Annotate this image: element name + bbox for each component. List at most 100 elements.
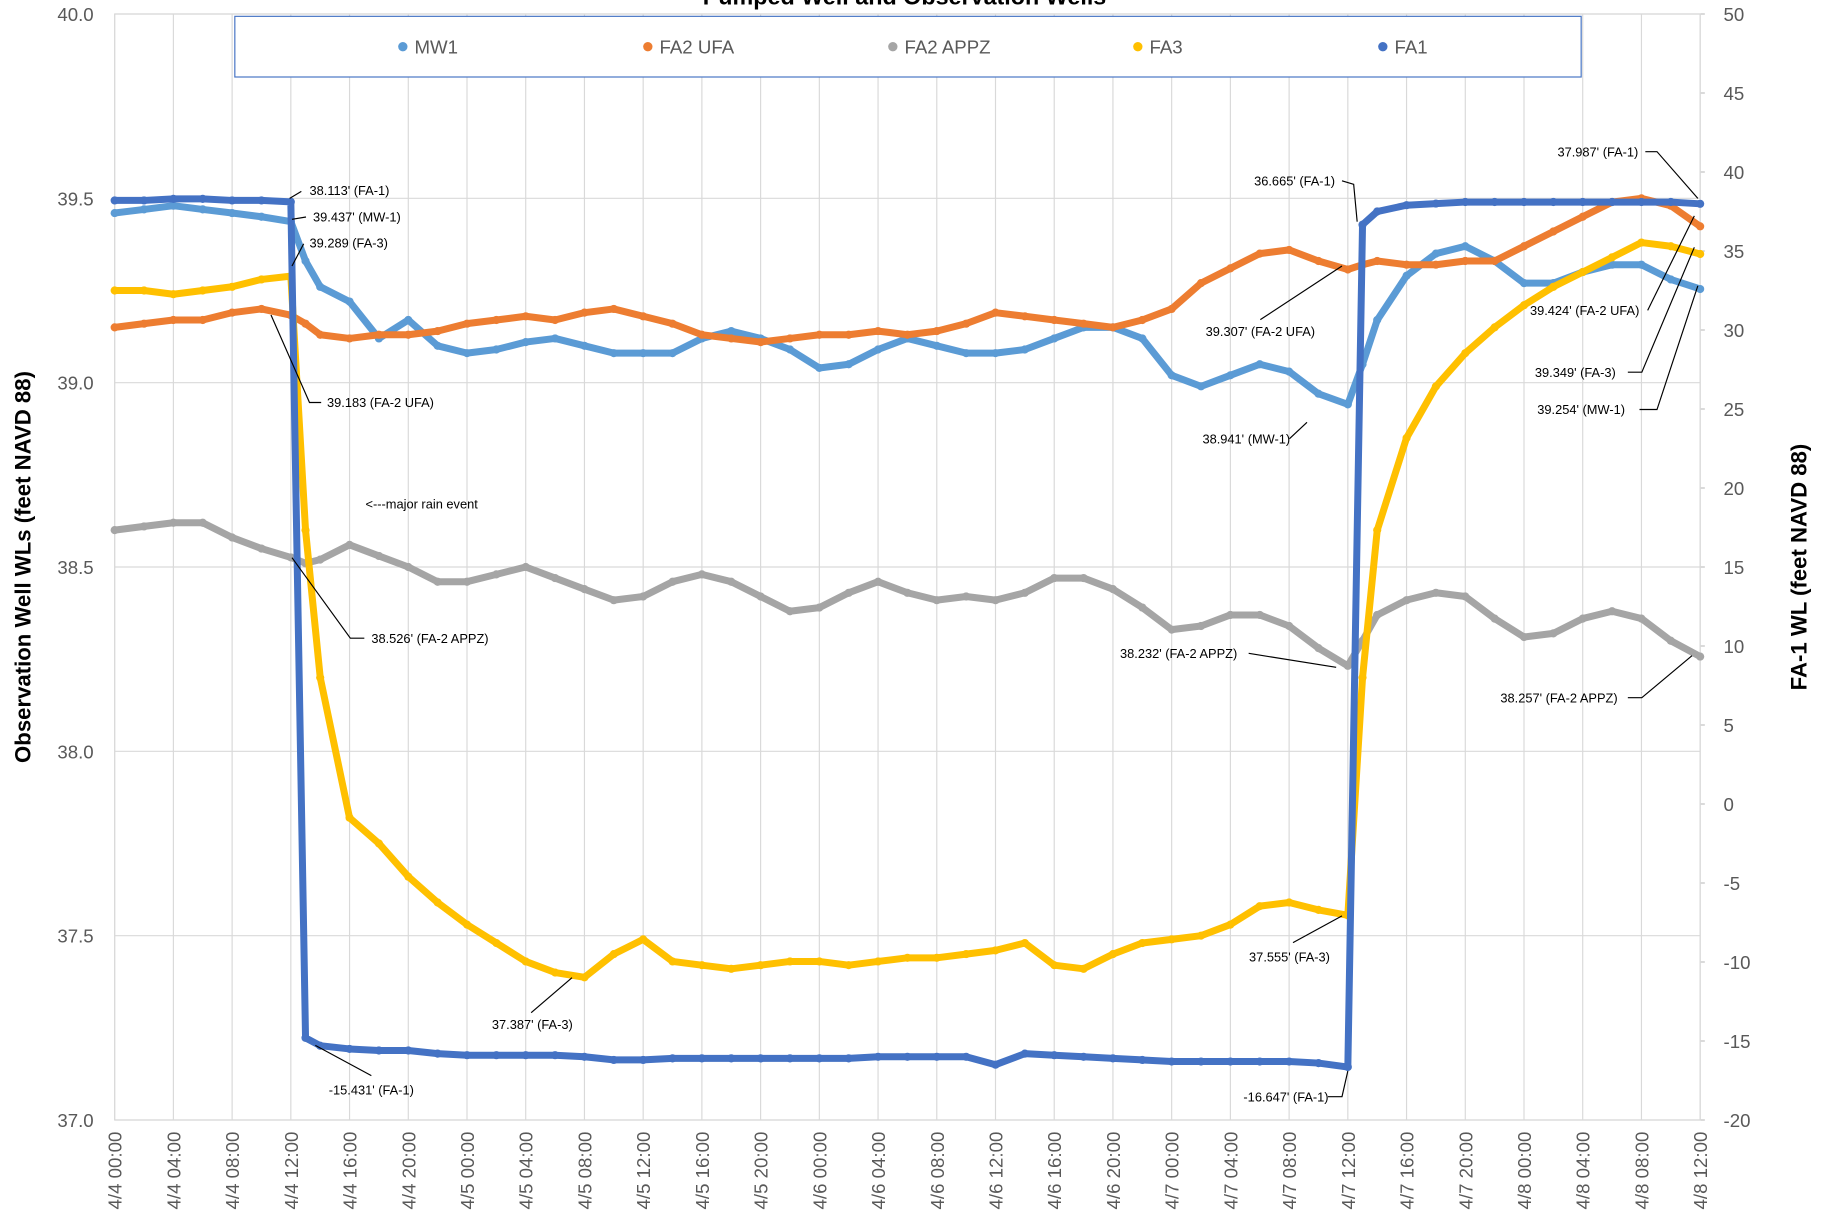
data-point: [1167, 304, 1176, 314]
data-point: [492, 1051, 501, 1060]
data-point: [991, 349, 1000, 358]
leader-line: [1647, 215, 1695, 311]
data-point: [580, 308, 589, 317]
data-point: [228, 533, 237, 542]
data-point: [844, 588, 853, 597]
data-point: [462, 920, 472, 929]
data-point: [903, 1052, 912, 1061]
data-point: [1226, 264, 1235, 273]
x-tick-label: 4/6 16:00: [1044, 1132, 1065, 1210]
legend-label: FA1: [1395, 37, 1428, 58]
data-point: [1226, 610, 1235, 620]
data-point: [169, 201, 178, 210]
data-point: [1461, 242, 1470, 251]
data-point: [198, 286, 207, 295]
x-tick-label: 4/7 16:00: [1397, 1132, 1418, 1210]
data-point: [169, 518, 178, 527]
data-point: [551, 968, 560, 977]
data-point: [932, 596, 941, 605]
data-point: [903, 953, 912, 962]
data-point: [1373, 610, 1382, 620]
data-point: [1578, 614, 1587, 623]
data-point: [198, 518, 207, 527]
data-point: [404, 330, 413, 339]
data-point: [1226, 371, 1235, 380]
x-tick-label: 4/4 12:00: [281, 1132, 302, 1210]
data-point: [1358, 673, 1367, 682]
data-point: [1578, 212, 1587, 221]
data-point: [1696, 199, 1705, 208]
y2-tick-label: 20: [1724, 478, 1745, 499]
data-point: [1108, 1054, 1118, 1063]
x-tick-label: 4/6 00:00: [809, 1132, 830, 1210]
data-point: [932, 953, 941, 962]
data-point: [110, 196, 119, 205]
data-point: [433, 341, 442, 350]
y2-tick-label: -5: [1724, 873, 1741, 894]
data-point: [1666, 197, 1675, 207]
data-point: [1050, 573, 1059, 583]
x-tick-label: 4/7 20:00: [1455, 1132, 1476, 1210]
data-point: [785, 607, 795, 616]
x-tick-label: 4/6 20:00: [1103, 1132, 1124, 1210]
data-point: [727, 326, 736, 336]
data-point: [1608, 260, 1617, 269]
y-tick-label: 37.0: [57, 1110, 93, 1131]
leader-line: [1289, 421, 1308, 440]
data-point: [639, 312, 648, 321]
data-point: [962, 349, 971, 358]
annotation: 38.526' (FA-2 APPZ): [371, 631, 488, 646]
data-point: [815, 957, 824, 966]
data-point: [1167, 625, 1176, 634]
data-point: [404, 315, 413, 325]
data-point: [1549, 197, 1558, 207]
data-point: [316, 555, 325, 564]
data-point: [551, 573, 560, 583]
data-point: [1461, 256, 1470, 266]
y2-tick-label: 10: [1724, 636, 1745, 657]
x-tick-label: 4/5 04:00: [516, 1132, 537, 1210]
y-tick-label: 39.5: [57, 188, 93, 209]
legend: MW1 FA2 UFA FA2 APPZ FA3 FA1: [398, 37, 1428, 58]
legend-label: FA3: [1150, 37, 1183, 58]
data-point: [785, 957, 795, 966]
data-point: [169, 315, 178, 325]
leader-line: [530, 977, 573, 1014]
data-point: [1108, 585, 1118, 594]
data-point: [609, 349, 618, 358]
leader-line: [1627, 655, 1693, 699]
data-point: [1696, 652, 1705, 661]
data-point: [1549, 227, 1558, 236]
data-point: [1138, 603, 1147, 612]
data-point: [1490, 256, 1499, 266]
legend-label: FA2 APPZ: [905, 37, 991, 58]
data-point: [873, 326, 883, 336]
data-point: [139, 319, 149, 328]
leader-line: [1639, 285, 1699, 411]
data-point: [433, 898, 442, 907]
annotation: 37.387' (FA-3): [492, 1017, 573, 1032]
data-point: [1196, 279, 1206, 288]
data-point: [1431, 199, 1440, 208]
y2-tick-label: 15: [1724, 557, 1745, 578]
y2-tick-label: 0: [1724, 794, 1734, 815]
data-point: [1666, 242, 1675, 251]
data-point: [1079, 573, 1088, 583]
x-tick-label: 4/4 04:00: [163, 1132, 184, 1210]
data-point: [1519, 197, 1529, 207]
x-tick-label: 4/6 04:00: [868, 1132, 889, 1210]
data-point: [1519, 301, 1529, 310]
y2-tick-label: -20: [1724, 1110, 1751, 1131]
y2-tick-label: 40: [1724, 162, 1745, 183]
data-point: [1285, 367, 1294, 376]
data-point: [521, 562, 530, 572]
leader-line: [1627, 247, 1695, 373]
x-tick-label: 4/6 08:00: [927, 1132, 948, 1210]
annotation: 39.349' (FA-3): [1535, 365, 1616, 380]
annotation: 39.437' (MW-1): [313, 210, 401, 225]
data-point: [1020, 588, 1029, 597]
data-point: [844, 1054, 853, 1063]
data-point: [1637, 238, 1646, 247]
data-point: [1461, 349, 1470, 358]
annotation: 37.987' (FA-1): [1557, 144, 1638, 159]
